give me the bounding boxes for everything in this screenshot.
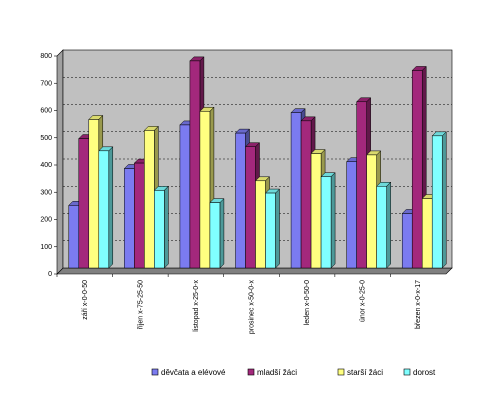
x-tick-label: prosinec x-50-0-x [249,280,256,335]
x-tick-label: říjen x-75-25-50 [137,280,144,330]
y-tick-label: 200 [40,217,52,224]
x-tick-label: listopad x-25-0-x [193,280,200,332]
x-tick-label: březen x-0-x-17 [415,280,422,329]
y-tick-label: 400 [40,162,52,169]
bar [376,181,392,269]
y-axis-ticks: 0 100 200 300 400 500 600 700 800 [40,53,57,278]
legend-item: mladší žáci [247,368,297,377]
x-tick-label: únor x-0-25-0 [360,280,367,322]
bars [68,56,447,269]
y-tick-label: 0 [48,271,52,278]
y-tick-label: 800 [40,53,52,60]
bar [320,172,336,269]
y-tick-label: 100 [40,244,52,251]
bar [153,185,169,269]
legend-label: starší žáci [347,368,383,377]
legend: děvčata a elévové mladší žáci starší žác… [151,368,436,377]
bar [431,131,447,269]
x-tick-label: září x-0-0-50 [82,280,89,320]
plot-floor [56,267,453,275]
bar [98,146,114,269]
bar [209,197,225,269]
legend-swatch [151,368,159,376]
legend-swatch [247,368,255,376]
legend-item: dorost [403,368,436,377]
bar [264,188,281,269]
y-tick-label: 600 [40,108,52,115]
x-tick-label: leden x-0-50-0 [304,280,311,325]
legend-label: děvčata a elévové [161,368,226,377]
legend-swatch [337,368,345,376]
y-tick-label: 500 [40,135,52,142]
x-axis-ticks: září x-0-0-50 říjen x-75-25-50 listopad x-… [56,274,422,335]
y-tick-label: 700 [40,80,52,87]
legend-item: děvčata a elévové [151,368,226,377]
legend-label: dorost [413,368,436,377]
plot-side-wall [56,49,64,275]
y-tick-label: 300 [40,189,52,196]
legend-label: mladší žáci [257,368,297,377]
legend-item: starší žáci [337,368,383,377]
legend-swatch [403,368,411,376]
